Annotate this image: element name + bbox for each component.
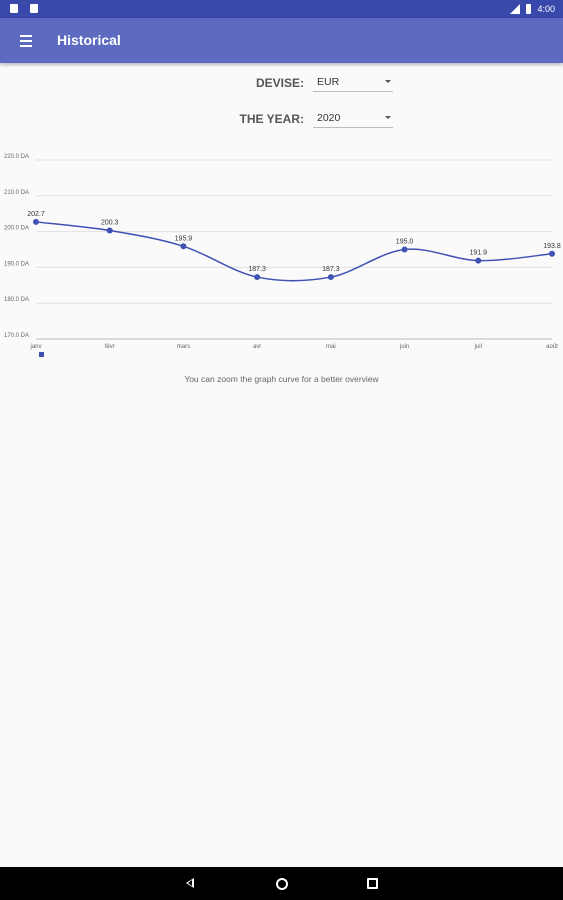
data-label: 193.8 [543,243,561,250]
chevron-down-icon [385,80,391,83]
devise-select[interactable]: EUR [313,73,393,92]
zoom-hint: You can zoom the graph curve for a bette… [0,374,563,384]
data-label: 187.3 [322,266,340,273]
app-bar: Historical [0,18,563,63]
system-nav-bar [0,867,563,900]
data-label: 195.9 [175,235,193,242]
year-value: 2020 [317,112,340,124]
devise-row: DEVISE: EUR [200,73,393,92]
clock: 4:00 [537,3,555,15]
chevron-down-icon [385,116,391,119]
data-point [180,243,186,249]
x-tick-label: avr [253,344,261,350]
status-right: 4:00 [510,3,555,15]
signal-icon [510,4,520,14]
x-tick-label: mars [177,344,190,350]
x-tick-label: févr [105,344,115,350]
recents-icon[interactable] [367,878,378,889]
data-label: 202.7 [27,211,45,218]
data-point [254,274,260,280]
x-tick-label: août [546,344,558,350]
y-tick-label: 220.0 DA [4,154,29,160]
data-point [475,258,481,264]
app-notification-icon [30,4,38,13]
menu-icon[interactable] [16,31,38,51]
year-label: THE YEAR: [200,112,304,126]
notification-icons [10,4,38,13]
y-tick-label: 180.0 DA [4,297,29,303]
data-label: 200.3 [101,220,119,227]
data-label: 195.0 [396,239,414,246]
y-tick-label: 190.0 DA [4,261,29,267]
page-title: Historical [57,32,121,48]
data-point [549,251,555,257]
data-label: 191.9 [470,250,488,257]
year-select[interactable]: 2020 [313,109,393,128]
battery-icon [526,4,531,14]
x-tick-label: juil [474,344,482,350]
devise-value: EUR [317,76,339,88]
back-icon[interactable] [186,878,194,888]
data-label: 187.3 [248,266,266,273]
y-tick-label: 170.0 DA [4,333,29,339]
x-tick-label: mai [326,344,336,350]
devise-label: DEVISE: [200,76,304,90]
home-icon[interactable] [276,878,288,890]
sd-card-icon [10,4,18,13]
data-point [328,274,334,280]
x-tick-label: juin [399,344,409,350]
status-bar: 4:00 [0,0,563,18]
price-line-chart[interactable]: 170.0 DA 180.0 DA 190.0 DA 200.0 DA 210.0 DA… [0,150,563,365]
data-point [107,228,113,234]
legend-swatch [39,352,44,357]
data-point [402,247,408,253]
data-point [33,219,39,225]
y-tick-label: 200.0 DA [4,226,29,232]
x-tick-label: janv [29,344,41,350]
year-row: THE YEAR: 2020 [200,109,393,128]
y-tick-label: 210.0 DA [4,190,29,196]
